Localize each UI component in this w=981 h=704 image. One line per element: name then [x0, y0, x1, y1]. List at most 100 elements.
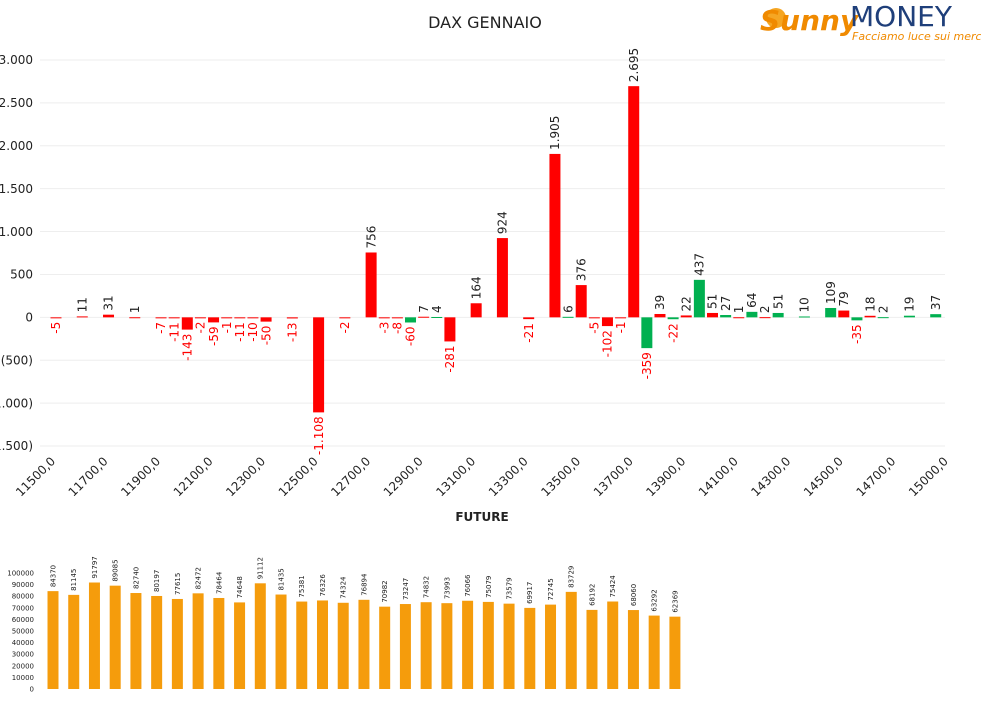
bar	[444, 317, 456, 342]
bar	[103, 314, 115, 318]
data-label: -21	[522, 323, 536, 343]
data-label: 4	[430, 305, 444, 313]
bar	[667, 317, 679, 320]
data-label: 76326	[319, 574, 327, 597]
bar	[192, 593, 204, 689]
bar	[615, 317, 627, 319]
bar	[275, 594, 287, 689]
y-tick-label: 3.000	[0, 53, 33, 67]
data-label: -11	[167, 322, 181, 342]
bar	[669, 616, 681, 689]
data-label: -1	[614, 321, 628, 333]
bar	[213, 597, 225, 689]
data-label: -10	[246, 322, 260, 342]
bar	[88, 582, 100, 689]
y-tick-label: 20000	[12, 662, 34, 670]
bar	[420, 602, 432, 689]
bar	[441, 603, 453, 689]
y-tick-label: 40000	[12, 639, 34, 647]
bar	[825, 307, 837, 318]
bar	[339, 317, 351, 319]
data-label: 81145	[70, 569, 78, 591]
data-label: 63292	[651, 589, 659, 611]
y-tick-label: 60000	[12, 616, 34, 624]
data-label: 2.695	[627, 48, 641, 82]
chart-title: DAX GENNAIO	[428, 13, 542, 32]
bar	[693, 279, 705, 318]
bar	[358, 599, 370, 689]
data-label: 73993	[443, 577, 451, 599]
data-label: 924	[496, 211, 510, 234]
bar	[648, 615, 660, 689]
x-tick-label: 14700,0	[853, 454, 898, 499]
data-label: 22	[679, 296, 693, 311]
bar	[680, 315, 692, 318]
bar	[470, 303, 482, 318]
bar	[286, 317, 298, 319]
data-label: 64	[745, 293, 759, 308]
data-label: 51	[771, 294, 785, 309]
bar	[503, 603, 515, 689]
bar	[431, 316, 443, 318]
x-tick-label: 13100,0	[433, 454, 478, 499]
data-label: 82472	[195, 567, 203, 589]
bar	[155, 317, 167, 319]
data-label: 2	[876, 306, 890, 314]
data-label: 756	[364, 226, 378, 249]
y-tick-label: 80000	[12, 593, 34, 601]
x-tick-label: 14100,0	[696, 454, 741, 499]
data-label: 76894	[360, 573, 368, 596]
bar	[877, 317, 889, 319]
data-label: 76066	[464, 574, 472, 597]
data-label: 91797	[91, 556, 99, 578]
x-tick-label: 12300,0	[223, 454, 268, 499]
y-tick-label: 1.000	[0, 225, 33, 239]
data-label: 73579	[506, 577, 514, 599]
y-tick-label: (1.000)	[0, 396, 33, 410]
bar	[418, 316, 430, 318]
bar	[316, 600, 328, 689]
bar	[391, 317, 403, 319]
data-label: -60	[404, 326, 418, 346]
bar	[707, 312, 718, 318]
logo-brand2: MONEY	[850, 0, 953, 33]
data-label: 70982	[381, 580, 389, 602]
bar	[129, 317, 141, 319]
bar	[399, 604, 411, 689]
bar	[851, 317, 863, 321]
data-label: -1.108	[312, 416, 326, 455]
data-label: 91112	[257, 557, 265, 579]
x-tick-label: 11700,0	[66, 454, 111, 499]
data-label: -143	[181, 334, 195, 361]
bar	[864, 315, 876, 318]
data-label: -2	[338, 322, 352, 334]
bar	[50, 317, 62, 319]
data-label: 376	[574, 258, 588, 281]
bar	[47, 591, 59, 689]
data-label: 164	[469, 276, 483, 299]
bar	[772, 312, 784, 318]
bar	[903, 315, 915, 318]
logo-sun	[766, 8, 786, 28]
bar	[171, 598, 183, 689]
data-label: -50	[259, 326, 273, 346]
bar	[234, 602, 246, 689]
bar	[313, 317, 325, 413]
bar	[641, 317, 653, 349]
bar	[746, 311, 758, 318]
bar	[76, 316, 88, 318]
chart-title: FUTURE	[455, 510, 508, 524]
data-label: -13	[286, 322, 300, 342]
data-label: -359	[640, 352, 654, 379]
data-label: 68192	[588, 584, 596, 606]
bar	[496, 238, 508, 318]
bar	[930, 314, 942, 318]
x-tick-label: 14500,0	[801, 454, 846, 499]
data-label: 51	[706, 294, 720, 309]
y-tick-label: 500	[10, 268, 33, 282]
y-tick-label: (1.500)	[0, 439, 33, 453]
data-label: 7	[417, 305, 431, 313]
y-tick-label: 1.500	[0, 182, 33, 196]
data-label: -2	[194, 322, 208, 334]
